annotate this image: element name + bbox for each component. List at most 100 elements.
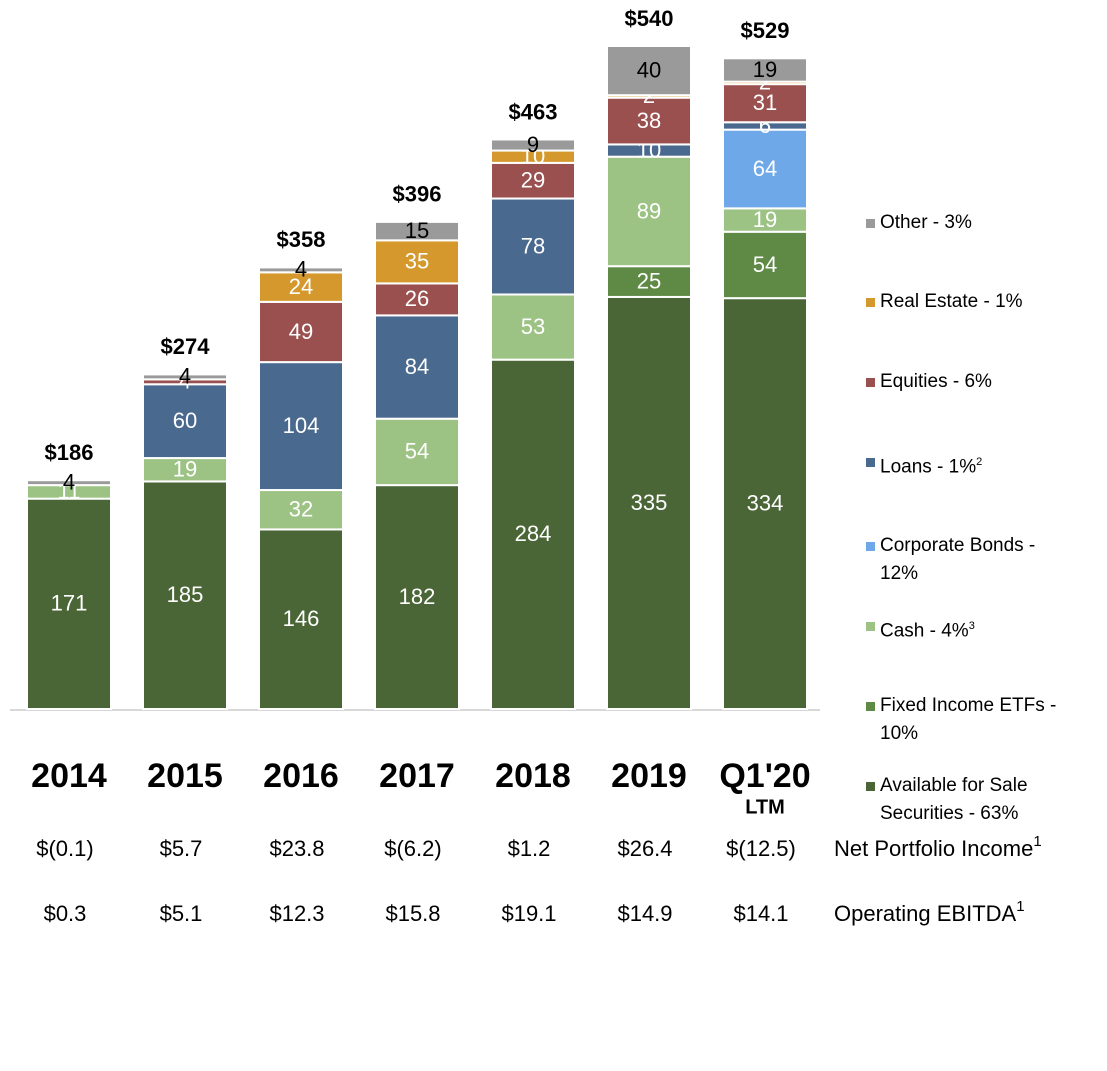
legend-label-box: Equities - 6% (880, 368, 992, 396)
total-label: $529 (741, 18, 790, 43)
legend-label: Loans - 1% (880, 456, 977, 478)
segment-label: 84 (405, 354, 429, 379)
bar-segment (374, 417, 460, 487)
table-cell: $5.1 (160, 901, 203, 926)
total-label: $358 (277, 227, 326, 252)
segment-label: 9 (527, 132, 539, 157)
table-cell: $5.7 (160, 836, 203, 861)
segment-label: 78 (521, 233, 545, 258)
bar-segment (142, 373, 228, 381)
bar-segment (258, 489, 344, 531)
segment-label: 40 (637, 57, 661, 82)
bar-segment (606, 265, 692, 298)
bar-segment (722, 128, 808, 210)
segment-label: 38 (637, 108, 661, 133)
bar-segment (26, 497, 112, 711)
legend-label-box: Corporate Bonds - 12% (880, 532, 1076, 588)
bar-segment (490, 197, 576, 296)
category-label: 2014 (31, 757, 107, 795)
table-cell: $(0.1) (36, 836, 93, 861)
legend-label-box: Real Estate - 1% (880, 288, 1023, 316)
category-sublabel: LTM (745, 796, 785, 818)
row-label-text: Net Portfolio Income (834, 836, 1033, 861)
row-label-text: Operating EBITDA (834, 901, 1017, 926)
segment-label: 31 (753, 90, 777, 115)
segment-label: 19 (753, 207, 777, 232)
legend-item: Other - 3% (866, 209, 1076, 237)
legend-swatch (866, 298, 875, 307)
segment-label: 185 (167, 582, 204, 607)
segment-label: 29 (521, 168, 545, 193)
segment-label: 146 (283, 606, 320, 631)
category-label: Q1'20 (719, 757, 810, 795)
bar-segment (142, 383, 228, 460)
bar-segment (722, 230, 808, 300)
legend-item: Available for Sale Securities - 63% (866, 772, 1076, 828)
bar-segment (374, 239, 460, 285)
table-cell: $12.3 (269, 901, 324, 926)
bar-segment (606, 295, 692, 710)
legend-label: Equities - 6% (880, 371, 992, 392)
segment-label: 171 (51, 591, 88, 616)
segment-label: 19 (173, 457, 197, 482)
segment-label: 4 (63, 469, 75, 494)
total-label: $540 (625, 6, 674, 31)
legend-label-box: Cash - 4%3 (880, 612, 975, 645)
row-label: Operating EBITDA1 (834, 898, 1025, 926)
segment-label: 19 (753, 57, 777, 82)
legend-swatch (866, 458, 875, 467)
segment-label: 25 (637, 268, 661, 293)
legend-item: Real Estate - 1% (866, 288, 1076, 316)
bar-segment (374, 484, 460, 711)
segment-label: 49 (289, 319, 313, 344)
table-cell: $(6.2) (384, 836, 441, 861)
table-cell: $0.3 (44, 901, 87, 926)
bar-segment (374, 282, 460, 317)
segment-label: 60 (173, 408, 197, 433)
segment-label: 4 (179, 364, 191, 389)
bar-segment (490, 138, 576, 152)
segment-label: 4 (295, 257, 307, 282)
total-label: $396 (393, 182, 442, 207)
legend-swatch (866, 378, 875, 387)
bar-segment (258, 266, 344, 274)
legend-label: Cash - 4% (880, 620, 969, 642)
legend-item: Equities - 6% (866, 368, 1076, 396)
legend-note: 2 (976, 456, 983, 468)
legend-label-box: Other - 3% (880, 209, 972, 237)
category-label: 2015 (147, 757, 223, 795)
segment-label: 54 (753, 252, 777, 277)
segment-label: 335 (631, 490, 668, 515)
legend-label: Real Estate - 1% (880, 291, 1023, 312)
total-label: $274 (161, 334, 211, 359)
legend-item: Corporate Bonds - 12% (866, 532, 1076, 588)
bar-segment (722, 297, 808, 710)
legend-label-box: Fixed Income ETFs - 10% (880, 692, 1076, 748)
segment-label: 334 (747, 490, 784, 515)
segment-label: 64 (753, 156, 777, 181)
total-label: $463 (509, 99, 558, 124)
segment-label: 32 (289, 497, 313, 522)
category-label: 2019 (611, 757, 687, 795)
bar-segment (490, 161, 576, 200)
bar-segment (606, 45, 692, 97)
category-label: 2018 (495, 757, 571, 795)
legend-label-box: Available for Sale Securities - 63% (880, 772, 1076, 828)
legend-swatch (866, 782, 875, 791)
table-cell: $(12.5) (726, 836, 796, 861)
bar-segment (490, 358, 576, 710)
bar-segment (26, 479, 112, 487)
category-label: 2016 (263, 757, 339, 795)
row-label: Net Portfolio Income1 (834, 833, 1042, 861)
legend-label: Other - 3% (880, 212, 972, 233)
segment-label: 89 (637, 198, 661, 223)
total-label: $186 (45, 440, 94, 465)
segment-label: 53 (521, 314, 545, 339)
segment-label: 54 (405, 439, 429, 464)
bar-segment (258, 528, 344, 710)
table-cell: $1.2 (508, 836, 551, 861)
bar-segment (722, 57, 808, 83)
segment-label: 24 (289, 274, 313, 299)
bar-segment (606, 96, 692, 146)
